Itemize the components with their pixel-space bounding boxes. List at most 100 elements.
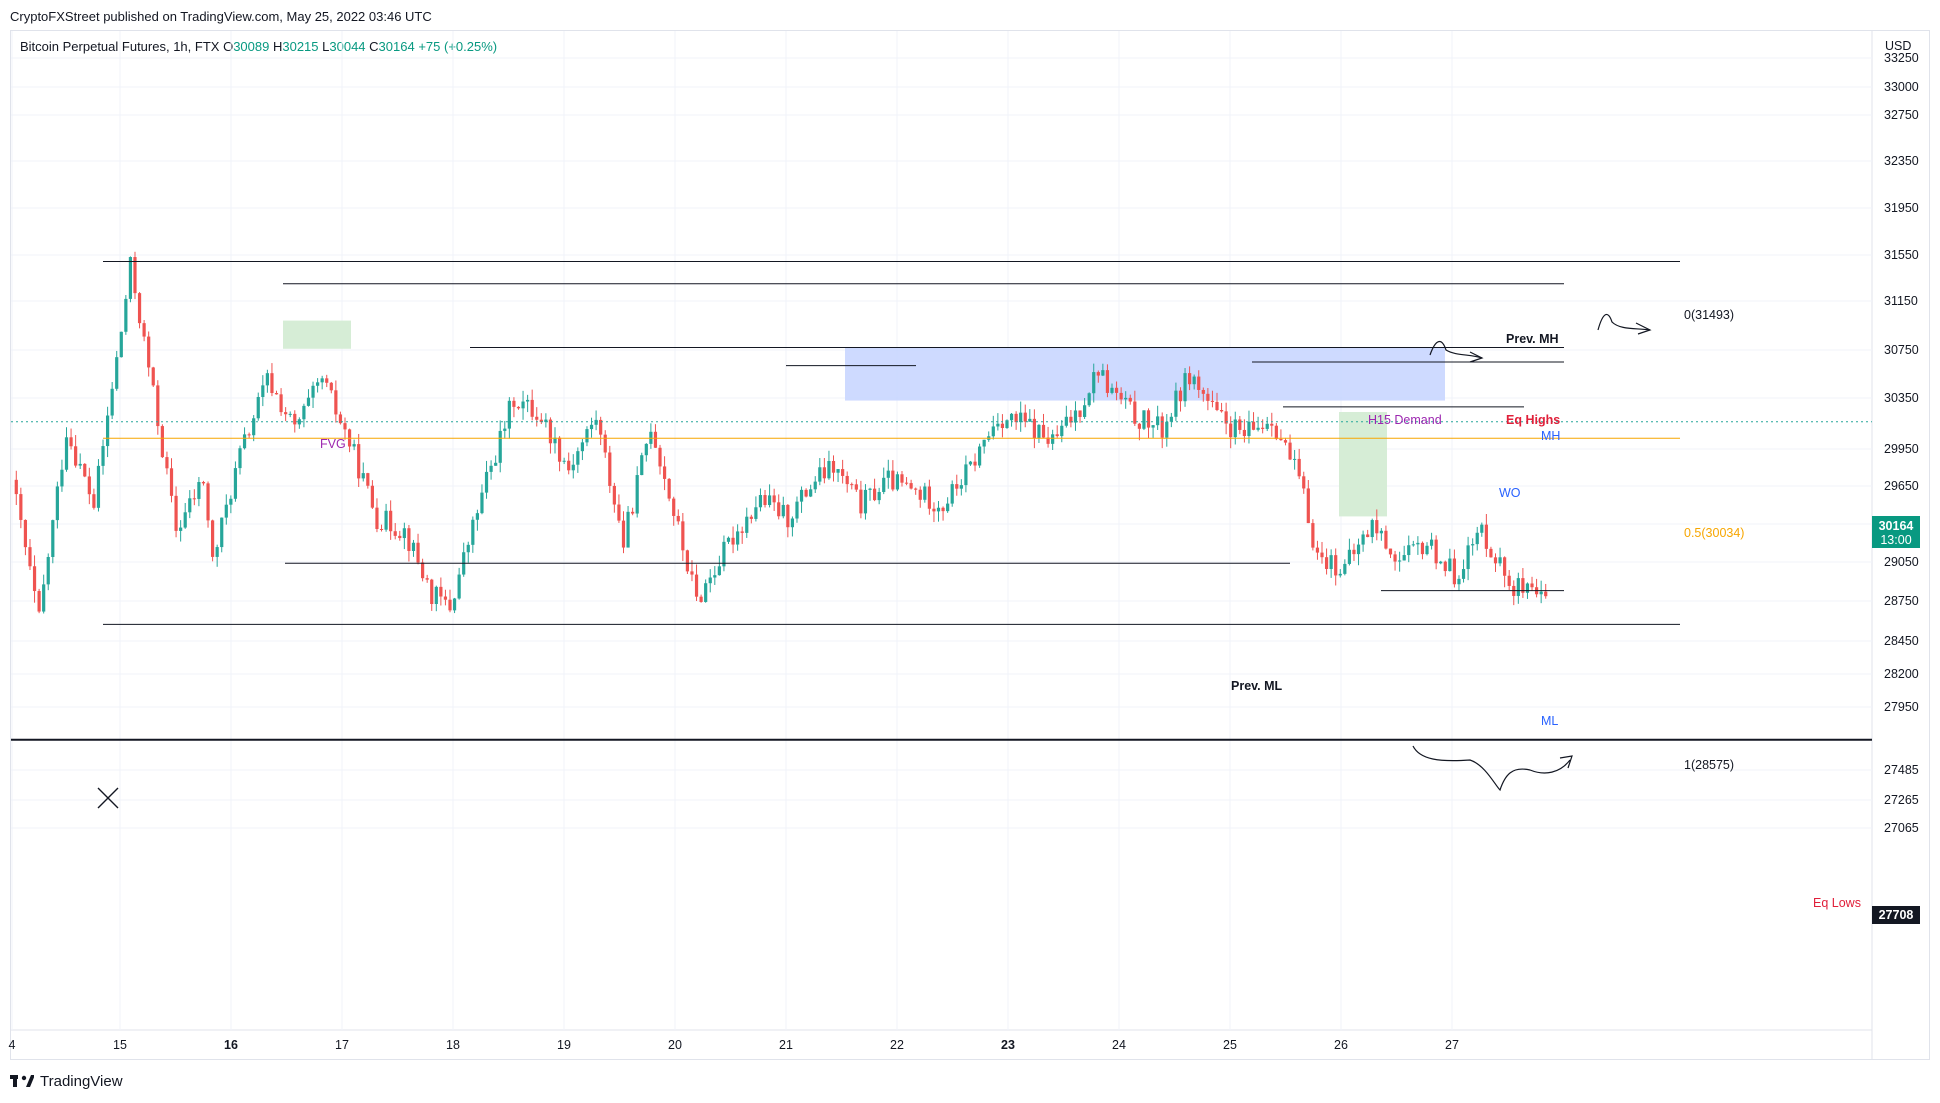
candle-body[interactable]: [179, 527, 183, 531]
candle-body[interactable]: [393, 531, 397, 536]
candle-body[interactable]: [968, 461, 973, 465]
candle-body[interactable]: [448, 599, 452, 611]
candle-body[interactable]: [1525, 583, 1530, 593]
candle-body[interactable]: [1000, 423, 1005, 429]
candle-body[interactable]: [1484, 524, 1488, 549]
candle-body[interactable]: [160, 426, 164, 458]
candle-body[interactable]: [996, 423, 1000, 427]
candle-body[interactable]: [484, 471, 489, 493]
candle-body[interactable]: [37, 591, 41, 612]
candle-body[interactable]: [959, 485, 963, 489]
candle-body[interactable]: [1315, 547, 1320, 553]
candle-body[interactable]: [1169, 416, 1173, 422]
candle-body[interactable]: [539, 419, 543, 423]
candle-body[interactable]: [270, 373, 274, 394]
candle-body[interactable]: [42, 584, 46, 612]
candle-body[interactable]: [781, 504, 785, 517]
candle-body[interactable]: [1466, 545, 1470, 570]
candle-body[interactable]: [872, 488, 877, 501]
candle-body[interactable]: [617, 504, 621, 521]
candle-body[interactable]: [653, 431, 658, 448]
candle-body[interactable]: [1288, 442, 1292, 460]
candle-body[interactable]: [1032, 418, 1036, 439]
candle-body[interactable]: [521, 401, 525, 409]
candle-body[interactable]: [736, 531, 740, 545]
candle-body[interactable]: [891, 470, 895, 490]
candle-body[interactable]: [311, 385, 315, 398]
candle-body[interactable]: [767, 495, 772, 506]
candle-body[interactable]: [1261, 427, 1265, 429]
candle-body[interactable]: [1375, 520, 1379, 534]
candle-body[interactable]: [325, 378, 329, 383]
candle-body[interactable]: [60, 469, 64, 487]
candle-body[interactable]: [1503, 557, 1507, 576]
candle-body[interactable]: [790, 518, 795, 528]
candle-body[interactable]: [740, 531, 744, 533]
candle-body[interactable]: [589, 424, 594, 430]
candle-body[interactable]: [1439, 561, 1443, 564]
candle-body[interactable]: [626, 511, 630, 548]
candle-body[interactable]: [224, 504, 228, 518]
candle-body[interactable]: [306, 397, 311, 406]
candle-body[interactable]: [886, 470, 890, 478]
candle-body[interactable]: [1055, 434, 1059, 437]
candle-body[interactable]: [46, 556, 50, 585]
candle-body[interactable]: [1183, 373, 1187, 402]
candle-body[interactable]: [731, 537, 735, 545]
candle-body[interactable]: [868, 488, 872, 490]
candle-body[interactable]: [1060, 425, 1064, 437]
candle-body[interactable]: [799, 489, 804, 502]
candle-body[interactable]: [553, 437, 557, 444]
candle-body[interactable]: [918, 489, 922, 500]
candle-body[interactable]: [1174, 390, 1178, 417]
candle-body[interactable]: [1087, 393, 1091, 406]
candle-body[interactable]: [83, 463, 87, 477]
candle-body[interactable]: [452, 598, 457, 611]
candle-body[interactable]: [119, 331, 123, 358]
candle-body[interactable]: [1028, 418, 1032, 422]
candle-body[interactable]: [220, 517, 224, 548]
candle-body[interactable]: [503, 428, 507, 431]
candle-body[interactable]: [991, 426, 995, 437]
candle-body[interactable]: [608, 452, 612, 486]
candle-body[interactable]: [631, 511, 635, 514]
candle-body[interactable]: [78, 463, 82, 466]
candle-body[interactable]: [544, 419, 548, 423]
candle-body[interactable]: [512, 400, 516, 407]
candle-body[interactable]: [754, 507, 758, 519]
candle-body[interactable]: [1539, 591, 1543, 595]
candle-body[interactable]: [229, 498, 233, 505]
candle-body[interactable]: [379, 528, 384, 530]
candle-body[interactable]: [1224, 411, 1228, 424]
candle-body[interactable]: [69, 437, 73, 447]
candle-body[interactable]: [877, 491, 881, 501]
candle-body[interactable]: [23, 519, 28, 548]
candle-body[interactable]: [1233, 419, 1237, 438]
candle-body[interactable]: [594, 419, 598, 425]
candle-body[interactable]: [717, 566, 721, 576]
candle-body[interactable]: [1393, 554, 1397, 562]
candle-body[interactable]: [1124, 397, 1128, 400]
candle-body[interactable]: [421, 562, 425, 579]
candle-body[interactable]: [334, 390, 338, 415]
candle-body[interactable]: [950, 484, 954, 504]
candle-body[interactable]: [1347, 549, 1352, 564]
candle-body[interactable]: [398, 535, 402, 539]
candle-body[interactable]: [1242, 429, 1246, 437]
candle-body[interactable]: [425, 578, 429, 580]
candle-body[interactable]: [279, 394, 283, 413]
candle-body[interactable]: [1137, 423, 1141, 429]
candle-body[interactable]: [1014, 413, 1018, 423]
candle-body[interactable]: [110, 388, 114, 416]
candle-body[interactable]: [19, 494, 23, 520]
candle-body[interactable]: [1279, 438, 1283, 441]
candle-body[interactable]: [836, 469, 840, 473]
candle-body[interactable]: [430, 579, 434, 604]
candle-body[interactable]: [210, 520, 215, 557]
candle-body[interactable]: [859, 489, 863, 514]
candle-body[interactable]: [1489, 548, 1493, 558]
candle-body[interactable]: [252, 418, 256, 436]
candle-body[interactable]: [197, 482, 201, 499]
candle-body[interactable]: [1110, 387, 1114, 393]
candle-body[interactable]: [585, 429, 589, 443]
